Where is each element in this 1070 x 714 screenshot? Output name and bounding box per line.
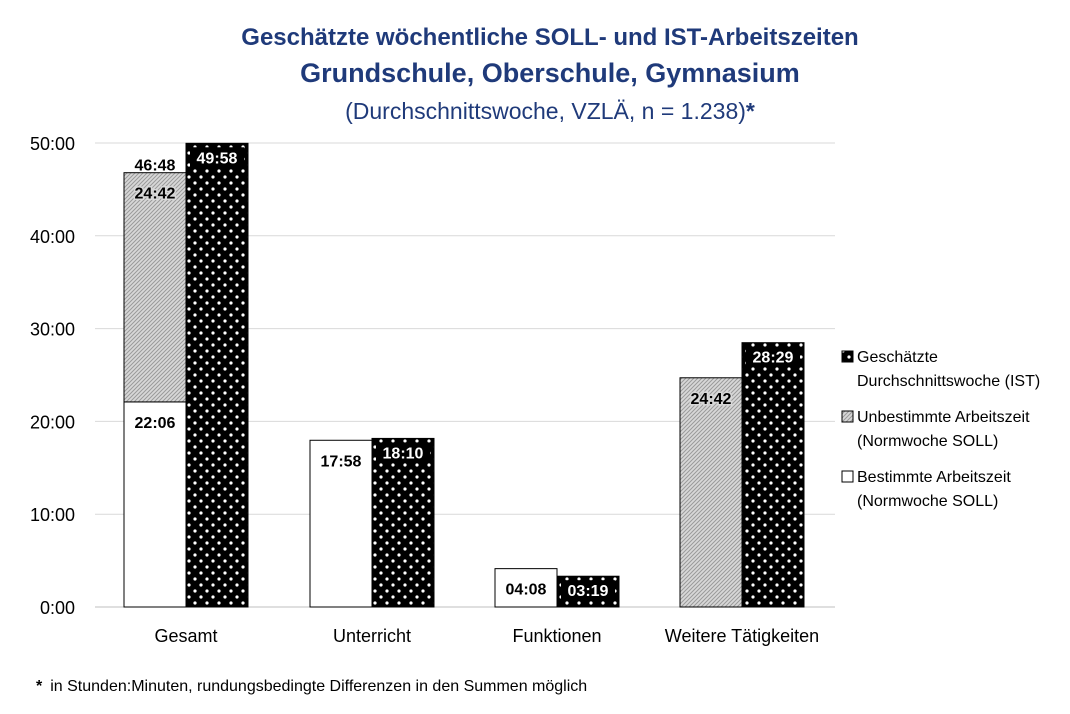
label-layer: 0:00 10:00 20:00 30:00 40:00 50:00 22:06 24:42 4… <box>30 134 819 646</box>
data-label: 24:42 <box>691 391 732 408</box>
bar-ist <box>185 142 249 608</box>
bar-bestimmte <box>309 439 373 608</box>
data-label: 28:29 <box>753 350 794 367</box>
bar-unbestimmte <box>123 172 187 403</box>
data-label: 04:08 <box>506 582 547 599</box>
x-category-label: Unterricht <box>333 626 411 646</box>
data-label: 17:58 <box>321 453 362 470</box>
legend-label: Durchschnittswoche (IST) <box>857 373 1040 390</box>
bar-ist <box>371 437 435 608</box>
y-tick-label: 50:00 <box>30 134 75 154</box>
data-label: 49:58 <box>197 150 238 167</box>
legend-swatch <box>841 470 854 483</box>
data-label: 22:06 <box>135 415 176 432</box>
legend-label: Geschätzte <box>857 349 938 366</box>
data-label-background <box>561 580 615 601</box>
footnote-text: in Stunden:Minuten, rundungsbedingte Dif… <box>50 678 588 695</box>
legend-label: Unbestimmte Arbeitszeit <box>857 409 1030 426</box>
data-label-background <box>376 442 430 463</box>
legend-swatch <box>841 350 854 363</box>
x-category-label: Gesamt <box>154 626 217 646</box>
legend-swatch <box>841 410 854 423</box>
bar-ist <box>741 342 805 608</box>
data-label: 03:19 <box>568 583 609 600</box>
chart-subtitle-2-text: (Durchschnittswoche, VZLÄ, n = 1.238) <box>345 98 746 124</box>
title-asterisk: * <box>745 98 755 124</box>
y-tick-label: 10:00 <box>30 505 75 525</box>
legend-label: Bestimmte Arbeitszeit <box>857 469 1011 486</box>
data-label: 24:42 <box>135 186 176 203</box>
legend: Geschätzte Durchschnittswoche (IST) Unbest… <box>841 349 1040 510</box>
data-label-background <box>190 147 244 168</box>
legend-label: (Normwoche SOLL) <box>857 433 998 450</box>
data-label: 18:10 <box>383 445 424 462</box>
x-category-label: Funktionen <box>512 626 601 646</box>
chart-titles: Geschätzte wöchentliche SOLL- und IST-Ar… <box>0 22 1070 128</box>
y-tick-label: 40:00 <box>30 227 75 247</box>
bar-layer <box>123 142 805 608</box>
chart-title: Geschätzte wöchentliche SOLL- und IST-Ar… <box>241 24 859 51</box>
chart-subtitle-2: (Durchschnittswoche, VZLÄ, n = 1.238)* <box>0 94 1070 128</box>
chart-subtitle: Grundschule, Oberschule, Gymnasium <box>300 58 800 88</box>
x-category-label: Weitere Tätigkeiten <box>665 626 819 646</box>
y-tick-label: 30:00 <box>30 320 75 340</box>
footnote: * in Stunden:Minuten, rundungsbedingte Di… <box>36 678 587 696</box>
legend-label: (Normwoche SOLL) <box>857 493 998 510</box>
soll-total-label: 46:48 <box>135 158 176 175</box>
data-label-background <box>746 346 800 367</box>
y-tick-label: 20:00 <box>30 412 75 432</box>
bar-unbestimmte <box>679 377 743 608</box>
bar-bestimmte <box>123 401 187 608</box>
footnote-marker: * <box>36 678 43 695</box>
y-tick-label: 0:00 <box>40 598 75 618</box>
